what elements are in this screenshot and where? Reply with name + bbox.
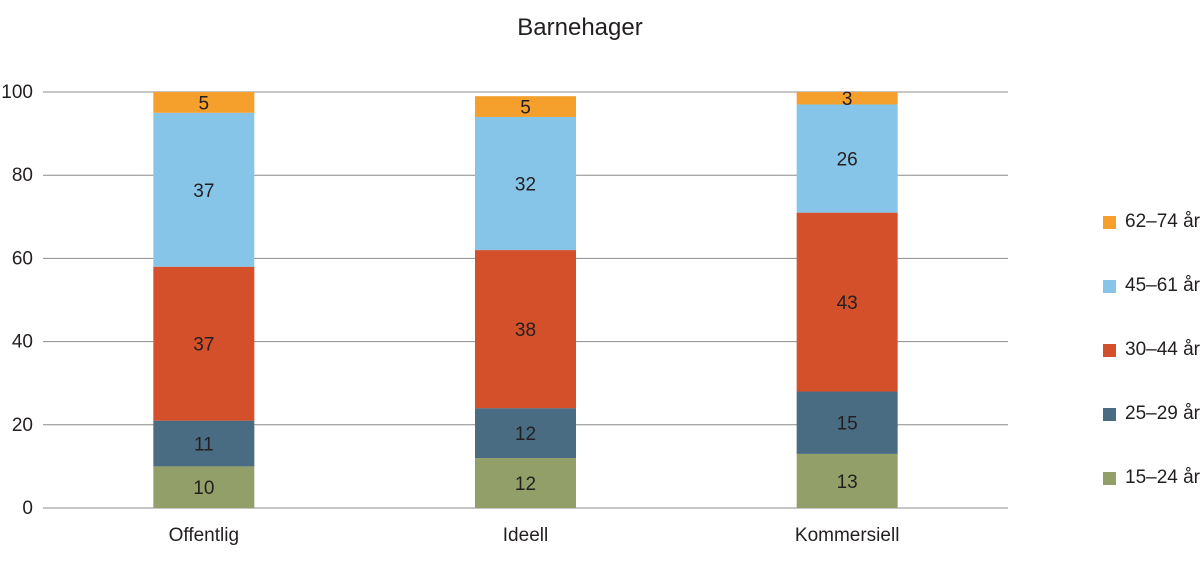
bar-segment <box>475 458 576 508</box>
legend-item: 25–29 år <box>1103 382 1200 446</box>
legend-swatch <box>1103 471 1116 485</box>
data-label: 3 <box>842 89 853 110</box>
y-tick-label: 80 <box>12 165 33 186</box>
data-label: 37 <box>193 181 214 202</box>
legend-item: 62–74 år <box>1103 190 1200 254</box>
bar-segment <box>475 408 576 459</box>
data-label: 26 <box>837 150 858 171</box>
bar-segment <box>475 96 576 117</box>
data-label: 11 <box>194 435 214 456</box>
y-tick-label: 100 <box>1 82 33 103</box>
legend-swatch <box>1103 279 1116 293</box>
legend-swatch <box>1103 407 1116 421</box>
data-label: 37 <box>193 335 214 356</box>
legend-item: 45–61 år <box>1103 254 1200 318</box>
legend-label: 25–29 år <box>1125 403 1200 424</box>
data-label: 12 <box>515 424 536 445</box>
legend-item: 30–44 år <box>1103 318 1200 382</box>
bar-segment <box>796 212 898 392</box>
bar-segment <box>796 391 898 454</box>
bar-segment <box>153 266 255 421</box>
legend-label: 45–61 år <box>1125 275 1200 296</box>
y-tick-label: 60 <box>12 248 33 269</box>
bar-segment <box>475 250 576 409</box>
x-tick-label: Ideell <box>503 525 548 546</box>
y-tick-label: 40 <box>12 332 33 353</box>
data-label: 10 <box>193 478 214 499</box>
x-tick-label: Offentlig <box>169 525 239 546</box>
bar-segment <box>153 466 255 508</box>
bar-segment <box>796 453 898 508</box>
bar-segment <box>153 420 255 467</box>
data-label: 43 <box>837 293 858 314</box>
data-label: 5 <box>199 93 210 114</box>
legend-label: 30–44 år <box>1125 339 1200 360</box>
data-label: 12 <box>515 474 536 495</box>
data-label: 15 <box>837 414 858 435</box>
bar-segment <box>153 92 255 113</box>
data-label: 13 <box>837 472 858 493</box>
chart-title: Barnehager <box>517 14 643 41</box>
y-tick-label: 0 <box>22 498 33 519</box>
x-tick-label: Kommersiell <box>795 525 900 546</box>
legend-swatch <box>1103 343 1116 357</box>
bar-segment <box>475 116 576 251</box>
bar-segment <box>153 112 255 267</box>
data-label: 5 <box>520 98 531 119</box>
legend-swatch <box>1103 215 1116 229</box>
chart-legend: 62–74 år 45–61 år 30–44 år 25–29 år 15–24 år <box>1103 190 1200 510</box>
y-tick-label: 20 <box>12 415 33 436</box>
bar-segment <box>796 104 898 213</box>
data-label: 38 <box>515 320 536 341</box>
legend-label: 62–74 år <box>1125 211 1200 232</box>
legend-item: 15–24 år <box>1103 446 1200 510</box>
bar-segment <box>796 92 898 105</box>
data-label: 32 <box>515 175 536 196</box>
legend-label: 15–24 år <box>1125 467 1200 488</box>
